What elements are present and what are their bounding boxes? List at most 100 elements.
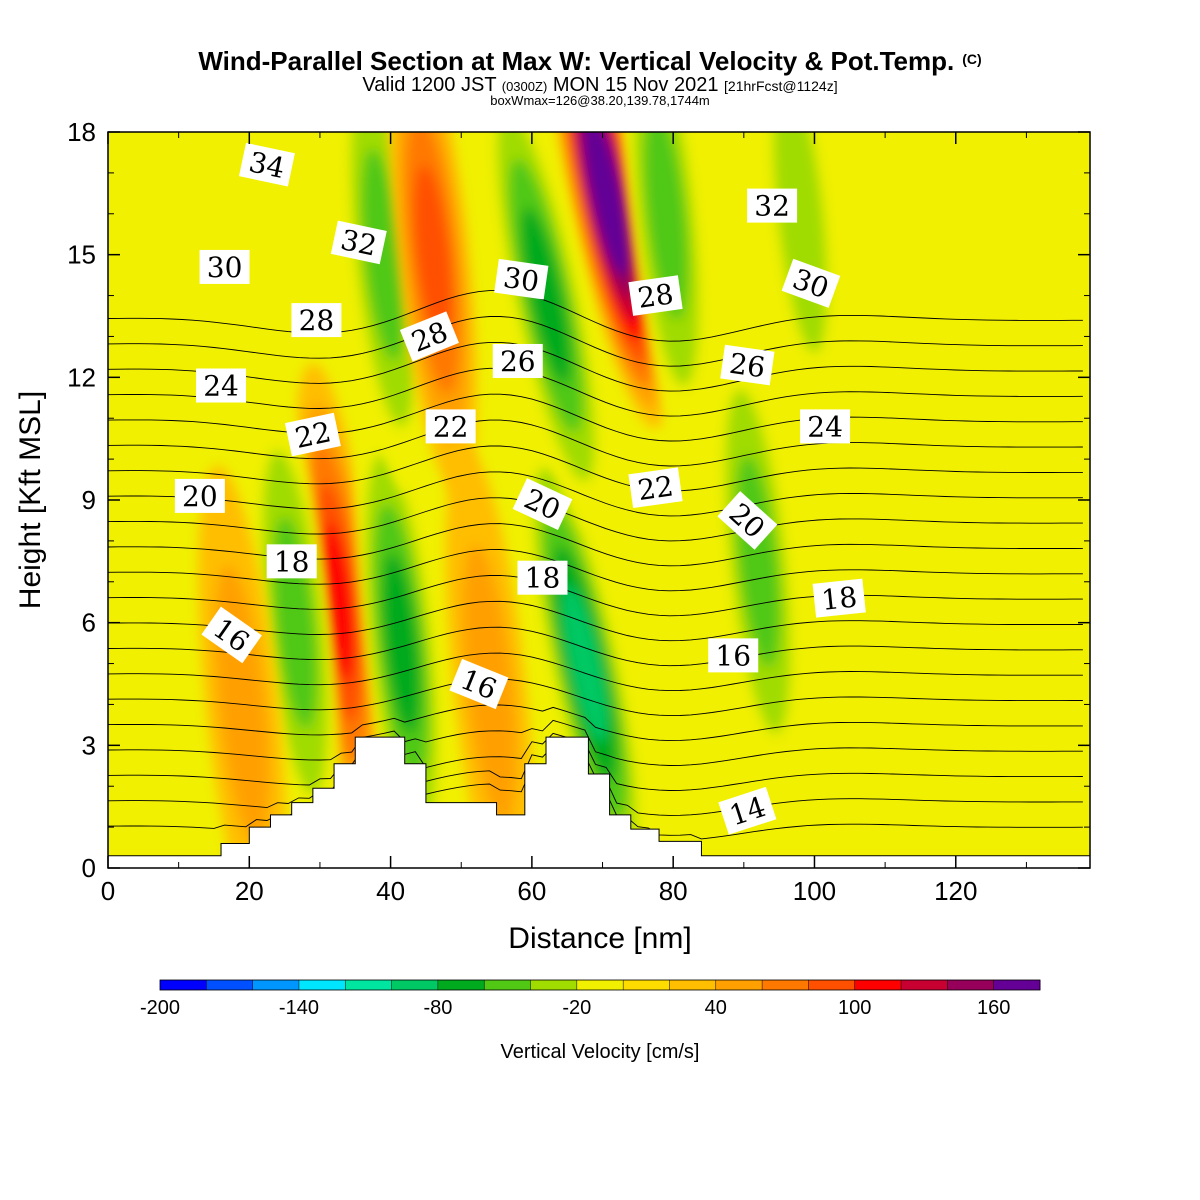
velocity-band — [521, 207, 571, 384]
theta-contour-label: 22 — [284, 412, 341, 457]
colorbar-swatch — [993, 980, 1041, 990]
theta-contour-line — [108, 574, 1083, 617]
y-tick-label: 3 — [82, 730, 96, 760]
colorbar-tick-label: -140 — [279, 997, 319, 1019]
theta-contour-label: 22 — [425, 409, 476, 444]
theta-contour-line — [108, 290, 1083, 342]
colorbar-tick-label: 100 — [838, 997, 871, 1019]
svg-text:18: 18 — [274, 545, 310, 578]
y-tick-label: 15 — [67, 240, 96, 270]
theta-contour-line — [108, 445, 1083, 492]
x-tick-label: 100 — [793, 876, 836, 906]
colorbar-swatch — [669, 980, 717, 990]
theta-contour-line — [108, 549, 1083, 592]
colorbar-swatch — [854, 980, 902, 990]
svg-text:22: 22 — [433, 410, 469, 443]
theta-contour-label: 18 — [266, 544, 317, 579]
theta-contour-line — [108, 341, 1083, 392]
theta-contour-line — [108, 419, 1083, 467]
colorbar-swatch — [252, 980, 300, 990]
colorbar-swatch — [437, 980, 485, 990]
svg-text:32: 32 — [754, 190, 790, 223]
x-tick-label: 120 — [934, 876, 977, 906]
colorbar-swatch — [901, 980, 948, 990]
theta-contour-line — [108, 393, 1083, 442]
colorbar-swatch — [206, 980, 254, 990]
y-axis-label: Height [Kft MSL] — [14, 391, 47, 609]
chart-subtitle: Valid 1200 JST (0300Z) MON 15 Nov 2021 [… — [362, 74, 837, 96]
theta-contour-label: 26 — [492, 343, 543, 378]
theta-contour-line — [108, 719, 1083, 766]
theta-contour-label: 22 — [628, 467, 683, 509]
theta-contour-line — [108, 652, 1083, 692]
colorbar-swatch — [160, 980, 207, 990]
svg-text:28: 28 — [299, 304, 335, 337]
theta-contour-label: 34 — [238, 142, 295, 187]
chart-title: Wind-Parallel Section at Max W: Vertical… — [198, 46, 981, 76]
x-tick-label: 60 — [517, 876, 546, 906]
colorbar-swatch — [484, 980, 532, 990]
svg-text:24: 24 — [807, 410, 843, 443]
colorbar-swatch — [808, 980, 856, 990]
theta-contour-line — [108, 678, 1083, 717]
theta-contour-line — [108, 497, 1083, 542]
svg-text:16: 16 — [715, 639, 751, 672]
colorbar-swatch — [623, 980, 670, 990]
theta-contour-line — [108, 626, 1083, 667]
y-tick-label: 9 — [82, 485, 96, 515]
x-axis-label: Distance [nm] — [508, 922, 691, 955]
colorbar-swatch — [530, 980, 578, 990]
svg-text:28: 28 — [636, 277, 676, 315]
velocity-feature — [622, 132, 710, 453]
y-tick-label: 6 — [82, 608, 96, 638]
theta-contour-line — [108, 600, 1083, 642]
svg-text:18: 18 — [820, 580, 859, 617]
colorbar-tick-label: -80 — [423, 997, 452, 1019]
colorbar-tick-label: 40 — [705, 997, 727, 1019]
svg-text:26: 26 — [727, 347, 767, 385]
theta-contour-line — [108, 704, 1083, 742]
velocity-band — [562, 585, 608, 742]
x-axis-ticks: 0 20 40 60 80 100 120 — [101, 132, 1027, 906]
colorbar-tick-label: 160 — [977, 997, 1010, 1019]
svg-text:20: 20 — [182, 480, 218, 513]
theta-contour-line — [108, 732, 1083, 791]
theta-contour-label: 24 — [196, 368, 247, 403]
theta-contour-label: 24 — [800, 409, 851, 444]
colorbar-swatch — [576, 980, 624, 990]
colorbar-swatch — [762, 980, 809, 990]
theta-contour-label: 18 — [517, 560, 568, 595]
y-axis-ticks: 0 3 6 9 12 15 18 — [67, 117, 1090, 883]
theta-contour-label: 18 — [812, 578, 866, 618]
terrain-profile — [108, 736, 1090, 868]
svg-text:32: 32 — [338, 223, 380, 263]
colorbar-swatch — [391, 980, 439, 990]
svg-text:34: 34 — [246, 145, 288, 185]
y-tick-label: 0 — [82, 853, 96, 883]
svg-text:22: 22 — [636, 469, 676, 507]
theta-contour-label: 20 — [174, 478, 225, 513]
velocity-band — [588, 132, 625, 255]
theta-contour-label: 26 — [720, 344, 775, 386]
colorbar: -200 -140 -80 -20 40 100 160 — [140, 979, 1041, 1019]
theta-contour-line — [108, 471, 1083, 517]
colorbar-swatch — [947, 980, 995, 990]
velocity-feature — [484, 132, 608, 531]
y-tick-label: 12 — [67, 362, 96, 392]
colorbar-swatch — [345, 980, 393, 990]
colorbar-swatch — [715, 980, 763, 990]
svg-text:18: 18 — [525, 562, 561, 595]
theta-contour-label: 28 — [291, 303, 342, 338]
svg-text:30: 30 — [501, 261, 541, 299]
colorbar-label: Vertical Velocity [cm/s] — [501, 1041, 700, 1063]
colorbar-tick-label: -200 — [140, 997, 180, 1019]
theta-contour-label: 32 — [330, 220, 387, 265]
colorbar-swatch — [298, 980, 346, 990]
colorbar-tick-label: -20 — [562, 997, 591, 1019]
svg-text:24: 24 — [203, 370, 239, 403]
svg-text:30: 30 — [207, 251, 243, 284]
velocity-band — [644, 132, 688, 320]
